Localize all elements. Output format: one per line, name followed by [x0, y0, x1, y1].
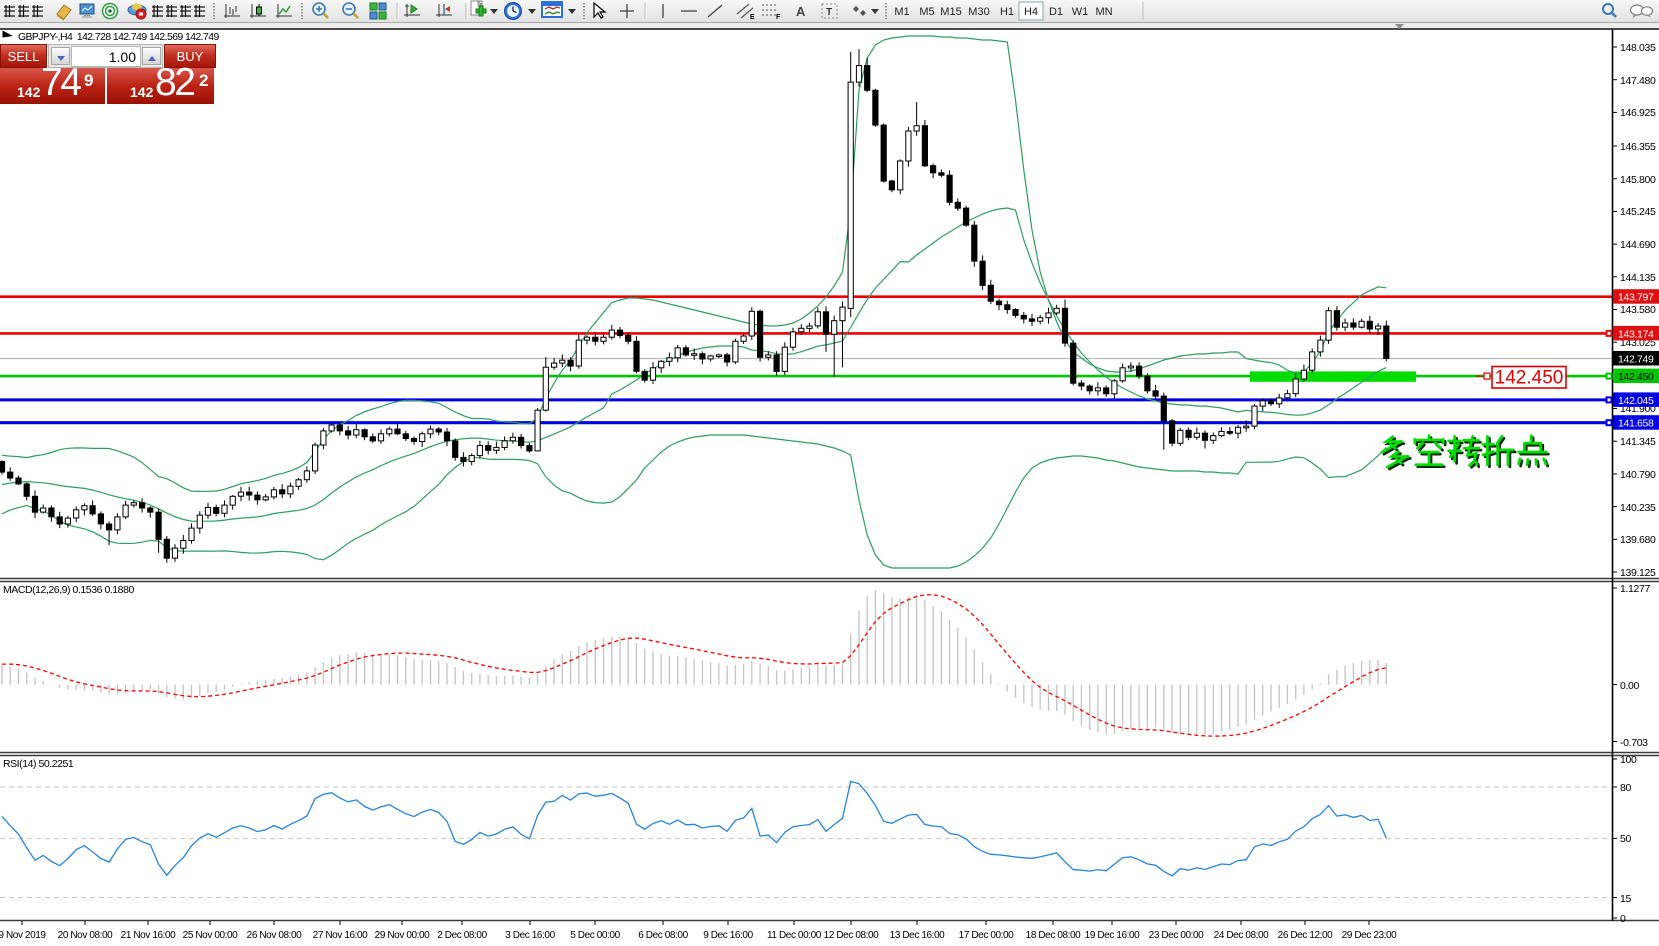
svg-text:F: F	[776, 14, 781, 21]
svg-text:MACD(12,26,9) 0.1536 0.1880: MACD(12,26,9) 0.1536 0.1880	[3, 584, 134, 596]
svg-text:M5: M5	[919, 6, 934, 18]
svg-text:143.580: 143.580	[1620, 304, 1656, 316]
svg-text:146.355: 146.355	[1620, 141, 1656, 153]
svg-text:0: 0	[1620, 913, 1626, 925]
svg-text:50: 50	[1620, 833, 1631, 845]
svg-text:144.690: 144.690	[1620, 239, 1656, 251]
svg-text:1.1277: 1.1277	[1620, 583, 1651, 595]
svg-text:29 Dec 23:00: 29 Dec 23:00	[1342, 930, 1398, 941]
svg-text:2 Dec 08:00: 2 Dec 08:00	[437, 930, 487, 941]
svg-text:145.800: 145.800	[1620, 174, 1656, 186]
svg-text:25 Nov 00:00: 25 Nov 00:00	[183, 930, 239, 941]
svg-text:141.345: 141.345	[1620, 436, 1656, 448]
svg-text:0.00: 0.00	[1620, 680, 1640, 692]
svg-text:140.235: 140.235	[1620, 502, 1656, 514]
svg-text:6 Dec 08:00: 6 Dec 08:00	[638, 930, 688, 941]
svg-text:H1: H1	[1000, 6, 1014, 18]
svg-text:139.680: 139.680	[1620, 534, 1656, 546]
svg-text:M1: M1	[894, 6, 909, 18]
svg-text:142.450: 142.450	[1618, 371, 1654, 383]
svg-text:A: A	[796, 4, 806, 19]
svg-text:5 Dec 00:00: 5 Dec 00:00	[570, 930, 620, 941]
svg-text:18 Dec 08:00: 18 Dec 08:00	[1026, 930, 1082, 941]
svg-text:142.450: 142.450	[1495, 368, 1564, 389]
svg-text:148.035: 148.035	[1620, 42, 1656, 54]
svg-text:26 Nov 08:00: 26 Nov 08:00	[247, 930, 303, 941]
svg-text:12 Dec 08:00: 12 Dec 08:00	[824, 930, 880, 941]
svg-text:W1: W1	[1072, 6, 1089, 18]
svg-text:RSI(14) 50.2251: RSI(14) 50.2251	[3, 758, 74, 770]
svg-text:-0.703: -0.703	[1620, 737, 1648, 749]
svg-text:29 Nov 00:00: 29 Nov 00:00	[375, 930, 431, 941]
svg-text:26 Dec 12:00: 26 Dec 12:00	[1278, 930, 1334, 941]
svg-text:15: 15	[1620, 893, 1631, 905]
svg-text:D1: D1	[1049, 6, 1063, 18]
svg-text:139.125: 139.125	[1620, 567, 1656, 579]
svg-text:80: 80	[1620, 782, 1631, 794]
svg-text:3 Dec 16:00: 3 Dec 16:00	[505, 930, 555, 941]
svg-text:9 Nov 2019: 9 Nov 2019	[0, 930, 46, 941]
svg-text:146.925: 146.925	[1620, 107, 1656, 119]
svg-text:144.135: 144.135	[1620, 272, 1656, 284]
svg-text:9 Dec 16:00: 9 Dec 16:00	[703, 930, 753, 941]
svg-text:145.245: 145.245	[1620, 206, 1656, 218]
svg-text:24 Dec 08:00: 24 Dec 08:00	[1214, 930, 1270, 941]
svg-text:13 Dec 16:00: 13 Dec 16:00	[890, 930, 946, 941]
svg-text:H4: H4	[1024, 6, 1038, 18]
svg-text:141.658: 141.658	[1618, 418, 1654, 430]
svg-text:143.174: 143.174	[1618, 328, 1654, 340]
svg-text:20 Nov 08:00: 20 Nov 08:00	[58, 930, 114, 941]
svg-text:142.045: 142.045	[1618, 395, 1654, 407]
svg-text:23 Dec 00:00: 23 Dec 00:00	[1149, 930, 1205, 941]
svg-text:19 Dec 16:00: 19 Dec 16:00	[1085, 930, 1141, 941]
svg-text:100: 100	[1620, 754, 1637, 766]
svg-text:147.480: 147.480	[1620, 75, 1656, 87]
svg-text:21 Nov 16:00: 21 Nov 16:00	[121, 930, 177, 941]
svg-text:17 Dec 00:00: 17 Dec 00:00	[959, 930, 1015, 941]
svg-text:140.790: 140.790	[1620, 469, 1656, 481]
svg-text:M30: M30	[968, 6, 989, 18]
svg-text:11 Dec 00:00: 11 Dec 00:00	[767, 930, 822, 941]
svg-text:T: T	[826, 7, 832, 18]
svg-text:MN: MN	[1095, 6, 1112, 18]
svg-text:142.749: 142.749	[1618, 354, 1654, 366]
svg-text:27 Nov 16:00: 27 Nov 16:00	[313, 930, 369, 941]
svg-text:143.797: 143.797	[1618, 292, 1654, 304]
svg-text:E: E	[750, 14, 755, 21]
svg-text:GBPJPY-,H4 142.728 142.749 14: GBPJPY-,H4 142.728 142.749 142.569 142.7…	[18, 32, 219, 43]
svg-text:M15: M15	[940, 6, 961, 18]
